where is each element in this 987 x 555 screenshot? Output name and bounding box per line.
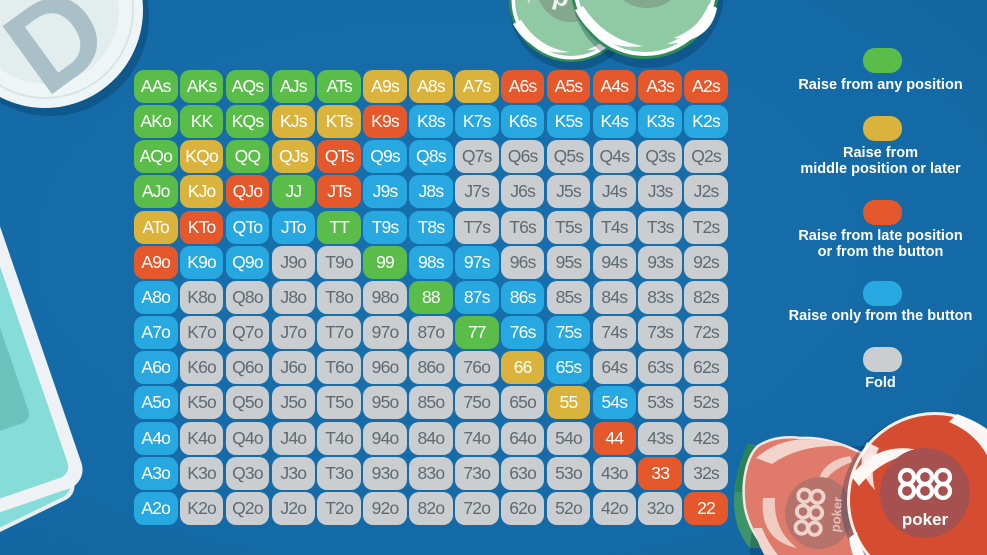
svg-text:poker: poker [827, 496, 845, 533]
svg-text:poker: poker [902, 510, 949, 529]
